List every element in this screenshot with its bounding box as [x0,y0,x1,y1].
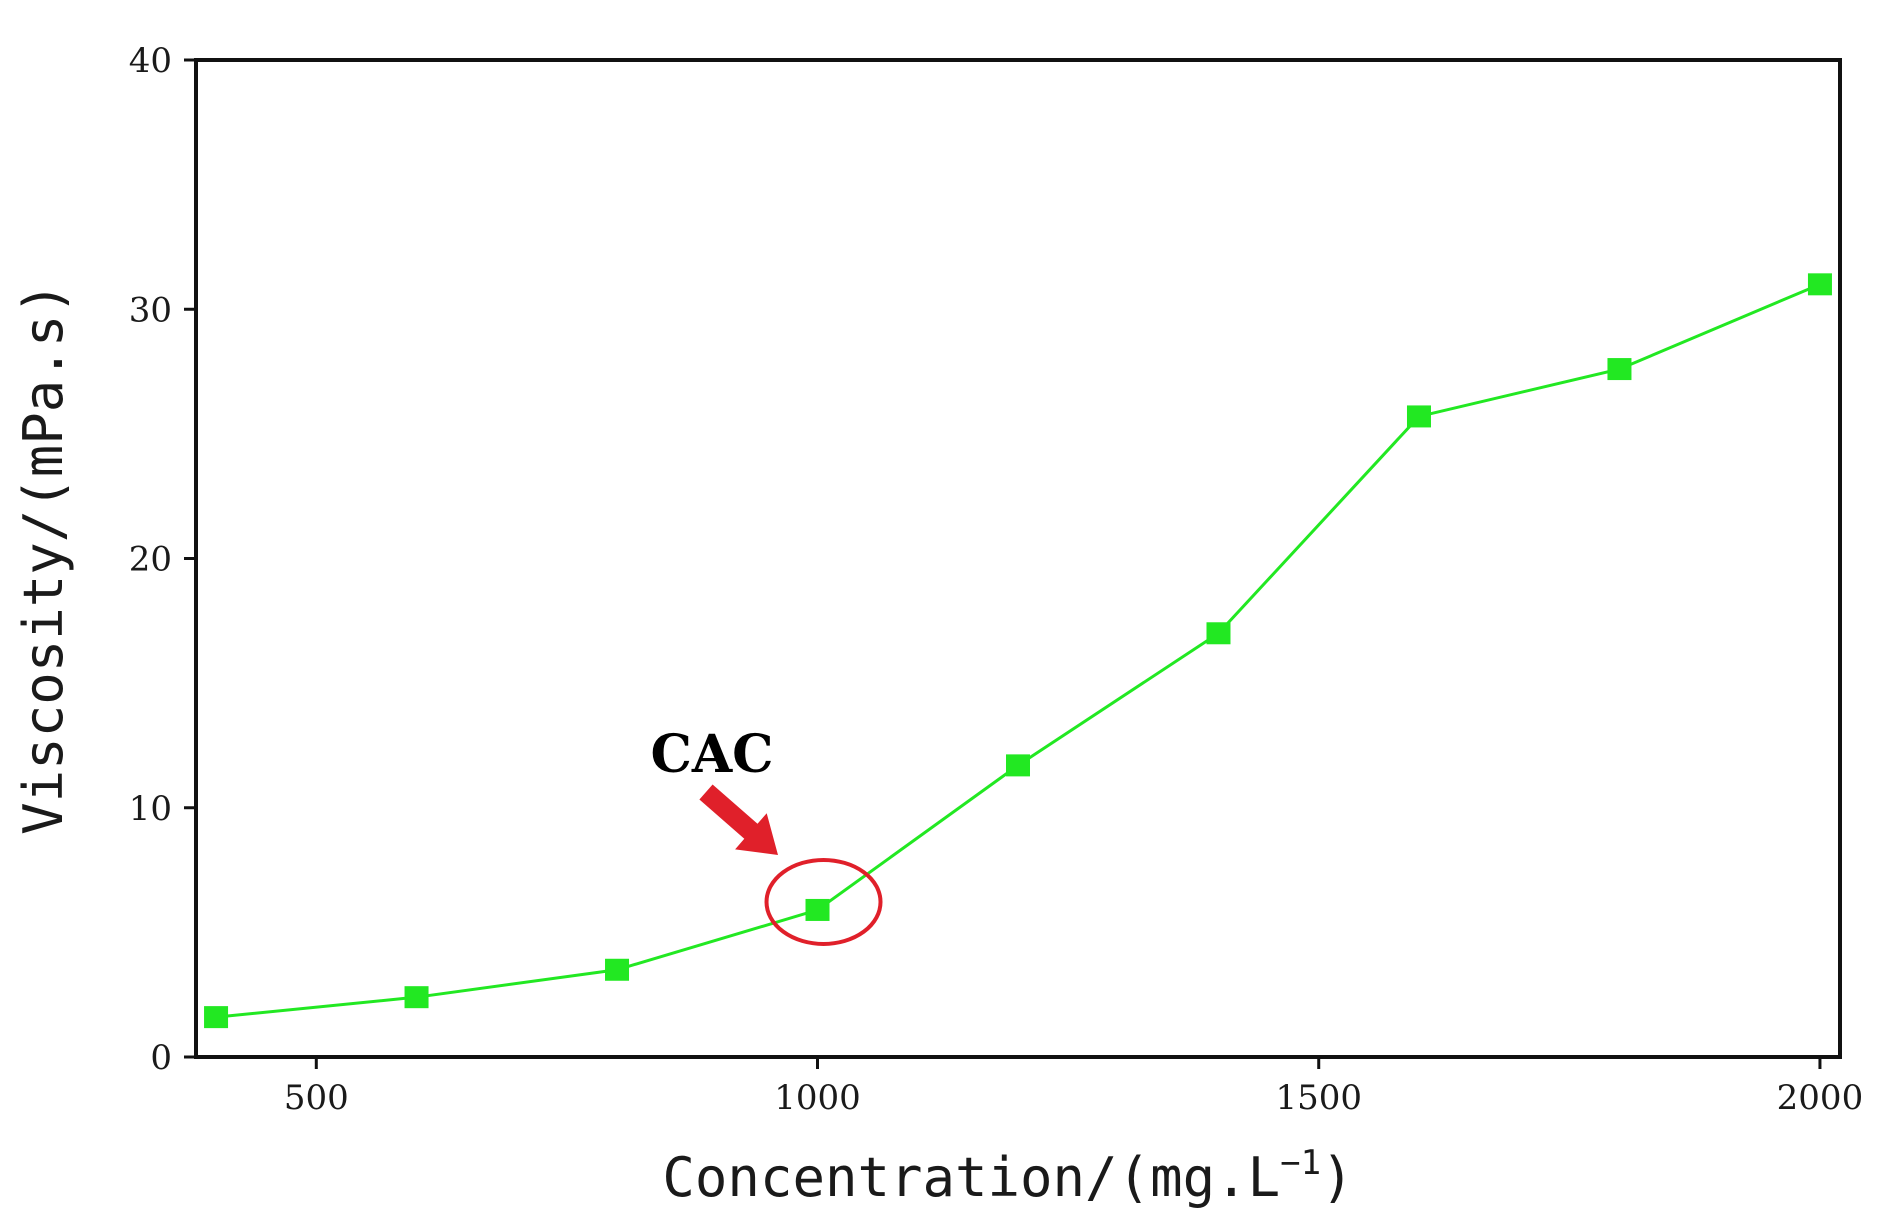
data-point-marker [605,958,630,981]
plot-area-frame [194,58,1842,1059]
y-tick-label: 10 [129,789,172,829]
data-point-marker [404,986,429,1009]
data-point-marker [1807,273,1832,296]
y-axis-title: Viscosity/(mPa.s) [12,282,75,835]
series-line [215,282,1821,1019]
y-tick-label: 30 [129,290,172,330]
x-axis-title-superscript: −1 [1280,1143,1321,1183]
annotation-layer: CAC [650,724,883,946]
x-axis-tick-labels: 500 1000 1500 2000 [284,1078,1863,1118]
y-tick-label: 40 [129,41,172,81]
x-tick-label: 1000 [774,1078,861,1118]
y-tick-label: 0 [150,1038,172,1078]
x-tick-label: 1500 [1275,1078,1362,1118]
cac-highlight-circle [764,857,883,946]
x-axis-title-close: ) [1321,1146,1354,1209]
x-tick-label: 2000 [1777,1078,1864,1118]
y-tick-label: 20 [129,540,172,580]
x-axis-title: Concentration/(mg.L−1) [662,1143,1353,1209]
x-tick-label: 500 [284,1078,349,1118]
data-point-marker [1206,622,1231,645]
cac-label: CAC [650,724,773,785]
data-point-marker [204,1006,229,1029]
y-axis-tick-labels: 0 10 20 30 40 [129,41,172,1078]
data-point-marker [1006,754,1030,777]
data-point-marker [805,898,830,921]
x-axis-title-main: Concentration/(mg.L [662,1146,1280,1209]
data-point-marker [1607,358,1632,381]
cac-arrow [699,784,778,855]
series-layer [204,273,1832,1029]
data-point-marker [1406,405,1431,428]
